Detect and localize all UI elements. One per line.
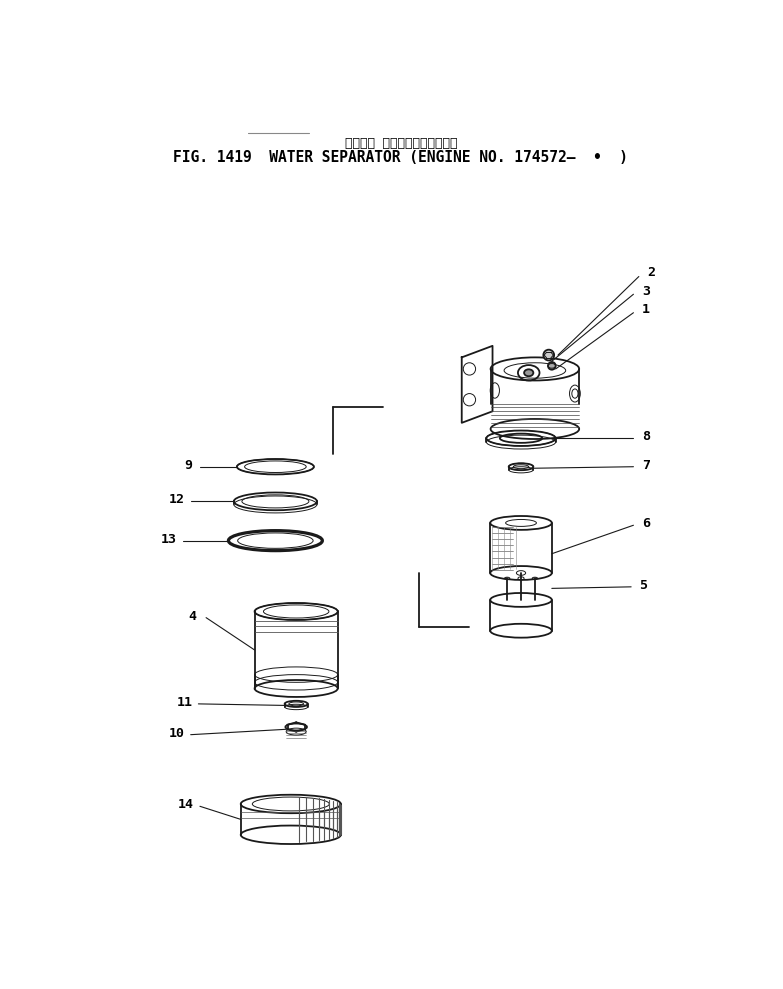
Text: 7: 7 bbox=[643, 459, 651, 472]
Text: 14: 14 bbox=[178, 798, 194, 811]
Circle shape bbox=[464, 363, 475, 375]
Circle shape bbox=[548, 362, 556, 370]
Text: FIG. 1419  WATER SEPARATOR (ENGINE NO. 174572—  •  ): FIG. 1419 WATER SEPARATOR (ENGINE NO. 17… bbox=[173, 149, 629, 165]
Circle shape bbox=[543, 350, 554, 360]
Text: 10: 10 bbox=[169, 727, 185, 740]
Text: 2: 2 bbox=[648, 266, 655, 279]
Text: 5: 5 bbox=[640, 579, 648, 591]
Text: 3: 3 bbox=[642, 285, 650, 298]
Text: 1: 1 bbox=[642, 304, 650, 316]
Polygon shape bbox=[462, 346, 493, 423]
Text: 8: 8 bbox=[643, 430, 651, 443]
Circle shape bbox=[464, 394, 475, 405]
Text: 12: 12 bbox=[169, 494, 185, 506]
Text: 6: 6 bbox=[643, 517, 651, 530]
Text: 13: 13 bbox=[161, 533, 177, 546]
Ellipse shape bbox=[524, 369, 533, 376]
Text: 4: 4 bbox=[188, 609, 197, 623]
Text: 11: 11 bbox=[176, 696, 193, 709]
Text: 9: 9 bbox=[184, 459, 193, 472]
Text: ウォータ セパレータ　適用号標: ウォータ セパレータ 適用号標 bbox=[345, 136, 457, 149]
